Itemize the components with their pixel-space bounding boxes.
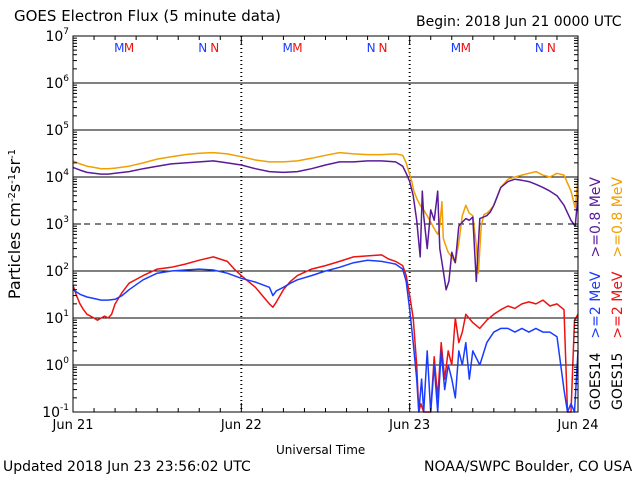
legend-group-0: GOES14 >=2 MeV >=0.8 MeV	[588, 177, 604, 410]
orbit-marker: N	[198, 41, 207, 55]
orbit-marker: N	[535, 41, 544, 55]
x-tick-label: Jun 23	[388, 418, 430, 433]
y-tick-label: 105	[45, 121, 69, 139]
begin-time: Begin: 2018 Jun 21 0000 UTC	[416, 14, 622, 30]
y-tick-label: 101	[45, 309, 69, 327]
orbit-marker: M	[292, 41, 302, 55]
y-axis-label-group: Particles cm-2s-1sr-1	[5, 149, 24, 299]
orbit-marker: M	[114, 41, 124, 55]
y-tick-label: 106	[45, 74, 69, 92]
y-tick-label: 100	[45, 356, 69, 374]
y-tick-labels: 10-1 100 101 102 103 104 105 106 107	[42, 27, 69, 421]
orbit-marker: N	[547, 41, 556, 55]
y-axis-label: Particles cm-2s-1sr-1	[5, 149, 24, 299]
legend-entry: >=0.8 MeV	[610, 177, 626, 258]
legend-satellite: GOES15	[610, 353, 626, 410]
orbit-marker: N	[367, 41, 376, 55]
x-axis-label: Universal Time	[276, 443, 366, 457]
x-tick-labels: Jun 21 Jun 22 Jun 23 Jun 24	[52, 418, 599, 433]
orbit-marker: M	[461, 41, 471, 55]
series-line	[72, 259, 579, 413]
x-tick-label: Jun 24	[557, 418, 599, 433]
y-tick-label: 103	[45, 215, 69, 233]
orbit-marker: M	[282, 41, 292, 55]
legend-satellite: GOES14	[588, 352, 604, 410]
orbit-marker: N	[379, 41, 388, 55]
legend-entry: >=0.8 MeV	[588, 177, 604, 258]
grid-lines	[73, 36, 578, 412]
y-tick-label: 104	[45, 168, 69, 186]
x-tick-label: Jun 21	[52, 418, 94, 433]
x-tick-label: Jun 22	[220, 418, 262, 433]
series-line	[72, 151, 579, 274]
series-line	[72, 160, 579, 291]
orbit-marker: M	[451, 41, 461, 55]
legend-group-1: GOES15 >=2 MeV >=0.8 MeV	[610, 177, 626, 410]
orbit-marker: M	[124, 41, 134, 55]
y-tick-label: 107	[45, 27, 69, 45]
series-lines	[72, 151, 579, 413]
legend-entry: >=2 MeV	[610, 271, 626, 339]
orbit-marker: N	[210, 41, 219, 55]
credit-text: NOAA/SWPC Boulder, CO USA	[424, 459, 633, 475]
plot-frame	[72, 35, 579, 413]
updated-timestamp: Updated 2018 Jun 23 23:56:02 UTC	[3, 459, 251, 475]
legend-entry: >=2 MeV	[588, 271, 604, 339]
series-line	[72, 254, 579, 413]
legend: GOES14 >=2 MeV >=0.8 MeV GOES15 >=2 MeV >=0.8…	[588, 177, 626, 410]
y-tick-label: 102	[45, 262, 69, 280]
y-tick-label: 10-1	[42, 403, 69, 421]
chart-title: GOES Electron Flux (5 minute data)	[14, 7, 281, 25]
